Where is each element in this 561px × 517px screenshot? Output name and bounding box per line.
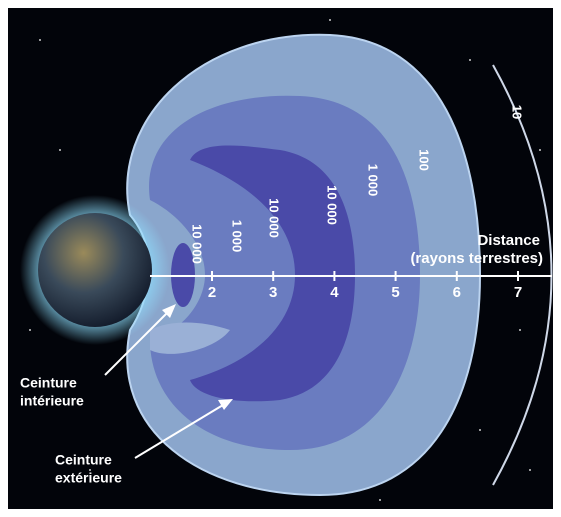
contour-label: 10 000 (325, 185, 340, 225)
axis-unit: (rayons terrestres) (410, 250, 543, 267)
tick-label: 6 (453, 284, 461, 301)
axis-title: Distance (477, 232, 540, 249)
middle-zone (149, 95, 421, 450)
tick-label: 3 (269, 284, 277, 301)
tick-label: 7 (514, 284, 522, 301)
tick-label: 5 (391, 284, 399, 301)
belt-label: Ceinture (20, 375, 77, 391)
tick-label: 4 (330, 284, 339, 301)
contour-label: 10 000 (267, 198, 282, 238)
belt-label: intérieure (20, 393, 84, 409)
arrows (104, 307, 229, 459)
contour-label: 100 (417, 149, 432, 171)
belt-label: Ceinture (55, 452, 112, 468)
contour-label: 1 000 (366, 164, 381, 197)
contour-label: 10 (510, 105, 525, 119)
earth (38, 213, 152, 327)
belt-label: extérieure (55, 470, 122, 486)
outer-belt (190, 145, 355, 402)
contour-label: 10 000 (190, 224, 205, 264)
slot-zone (150, 322, 230, 354)
tick-label: 2 (208, 284, 216, 301)
contour-label: 1 000 (230, 220, 245, 253)
arrowheads (162, 304, 233, 410)
